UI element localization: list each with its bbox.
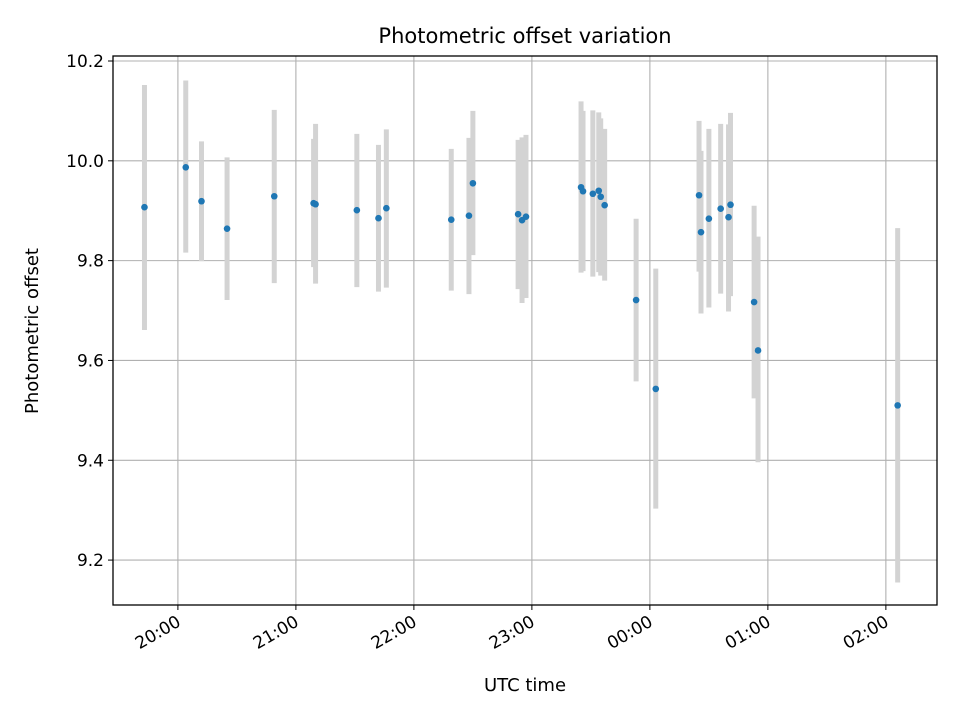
- y-tick-label: 9.6: [77, 351, 104, 371]
- data-point: [223, 225, 231, 232]
- data-point: [750, 298, 758, 306]
- data-point: [589, 190, 597, 198]
- data-point: [894, 402, 901, 409]
- data-point: [595, 187, 603, 195]
- data-point: [717, 205, 724, 213]
- data-points: [141, 163, 901, 409]
- y-axis-title: Photometric offset: [22, 248, 43, 414]
- chart-title: Photometric offset variation: [378, 24, 671, 48]
- grid-lines: [113, 56, 937, 605]
- data-point: [597, 193, 605, 201]
- plot-frame: [112, 55, 938, 606]
- data-point: [514, 210, 522, 218]
- data-point: [447, 216, 455, 224]
- x-axis-title: UTC time: [484, 675, 566, 696]
- data-point: [697, 228, 705, 236]
- data-point: [141, 203, 148, 211]
- y-tick-label: 10.2: [66, 52, 104, 72]
- data-point: [465, 212, 473, 220]
- data-point: [652, 385, 660, 393]
- y-tick-label: 9.8: [77, 252, 104, 272]
- data-point: [383, 204, 390, 212]
- data-point: [522, 213, 530, 221]
- y-tick-label: 9.2: [77, 551, 104, 571]
- data-point: [353, 206, 361, 214]
- data-point: [754, 347, 762, 354]
- data-point: [727, 201, 734, 209]
- data-point: [182, 163, 190, 171]
- data-point: [725, 213, 732, 221]
- data-point: [579, 187, 587, 195]
- data-point: [270, 192, 278, 200]
- data-point: [375, 214, 382, 222]
- data-point: [632, 296, 640, 304]
- data-point: [695, 191, 703, 199]
- data-point: [312, 200, 319, 208]
- data-point: [601, 201, 608, 209]
- data-point: [469, 179, 477, 187]
- y-tick-label: 9.4: [77, 451, 104, 471]
- data-point: [198, 197, 205, 205]
- data-point: [705, 215, 713, 223]
- y-tick-label: 10.0: [66, 152, 104, 172]
